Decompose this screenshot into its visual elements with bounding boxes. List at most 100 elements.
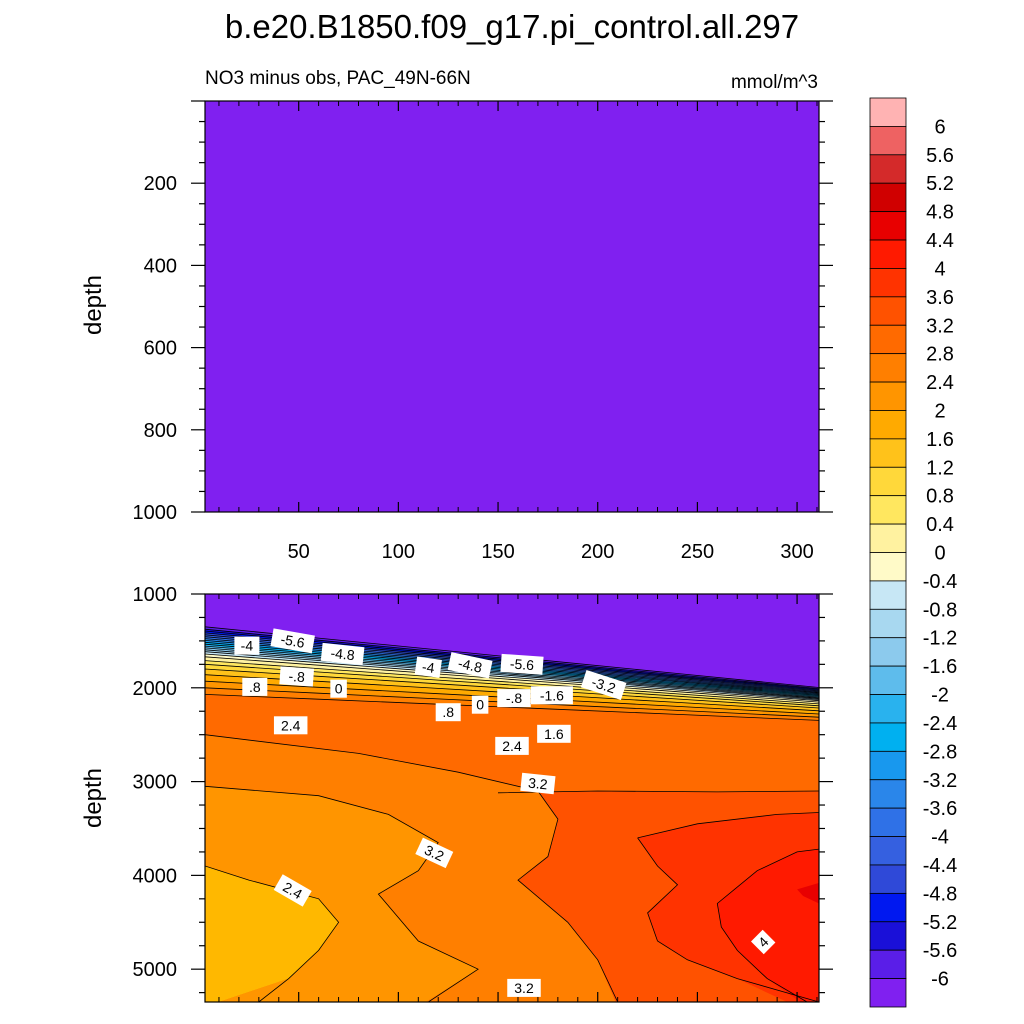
- colorbar-label: 2.4: [926, 372, 954, 394]
- contour-fills: [205, 626, 819, 1002]
- contour-label-text: -3.2: [590, 674, 618, 697]
- contour-label-bg: [242, 677, 268, 696]
- contour-label-text: 3.2: [514, 980, 534, 996]
- upper-ticks: [191, 100, 833, 513]
- y-tick-label: 400: [144, 255, 177, 277]
- colorbar-label: 0.4: [926, 514, 954, 536]
- contour-line: [205, 651, 819, 700]
- contour-label-text: -4.8: [457, 655, 484, 676]
- colorbar-label: 0.8: [926, 486, 954, 508]
- contour-label-text: 2.4: [281, 717, 301, 733]
- colorbar-box: [869, 750, 907, 781]
- contour-label-text: -1.6: [540, 687, 564, 703]
- colorbar-label: -4.8: [923, 883, 957, 905]
- contour-labels: -4 -5.6 -4.8 -4 -4.8 -5.6 -3.2 .8 -.8 0 .8 0 -.8 -1.6…: [234, 628, 776, 997]
- x-tick-label: 250: [681, 541, 714, 563]
- contour-label-bg: [273, 874, 312, 907]
- y-tick-label: 4000: [133, 865, 178, 887]
- contour-label: -1.6: [530, 686, 573, 705]
- contour-label-bg: [507, 978, 541, 997]
- contour-band: [205, 734, 616, 1002]
- colorbar-box: [869, 410, 907, 440]
- colorbar-box: [869, 182, 907, 213]
- colorbar-box: [869, 892, 907, 923]
- contour-label: 0: [471, 695, 489, 714]
- lower-ticks: [191, 593, 833, 1002]
- contour-label: -4: [414, 656, 442, 678]
- units-label: mmol/m^3: [731, 72, 818, 93]
- contour-line: [205, 656, 819, 703]
- contour-line: [205, 785, 479, 1002]
- contour-line: [205, 647, 819, 699]
- contour-line: [205, 649, 819, 700]
- contour-label: -4: [234, 636, 260, 655]
- colorbar-label: 2: [934, 400, 945, 422]
- y-tick-label: 800: [144, 420, 177, 442]
- x-tick-label: 100: [382, 541, 415, 563]
- colorbar-box: [869, 665, 907, 695]
- contour-line: [205, 653, 819, 702]
- contour-label-text: -5.6: [509, 655, 534, 673]
- contour-label-text: .8: [442, 704, 454, 720]
- colorbar-label: -2: [931, 685, 949, 707]
- lower-y-axis-label: depth: [80, 768, 107, 828]
- y-tick-label: 3000: [133, 772, 178, 794]
- contour-band: [717, 849, 819, 1002]
- colorbar-box: [869, 978, 907, 1008]
- contour-label: -4.8: [320, 642, 365, 666]
- y-tick-label: 1000: [133, 502, 178, 524]
- contour-line: [637, 837, 819, 1002]
- colorbar: 6 5.6 5.2 4.8 4.4 4 3.6 3.2 2.8 2.4 2 1.6 1.2 0.8 0.4 0…: [869, 97, 957, 1008]
- colorbar-box: [869, 296, 907, 326]
- y-tick-label: 5000: [133, 959, 178, 981]
- contour-label-bg: [751, 929, 776, 955]
- contour-label-text: -4.8: [330, 645, 356, 663]
- colorbar-label: 3.6: [926, 287, 954, 309]
- contour-label-text: 3.2: [422, 842, 447, 865]
- colorbar-box: [869, 438, 907, 468]
- contour-label-text: -4: [241, 638, 254, 654]
- upper-x-tick-labels: 50 100 150 200 250 300: [288, 541, 814, 563]
- colorbar-label: 0: [934, 543, 945, 565]
- contour-label-text: 3.2: [527, 775, 548, 793]
- colorbar-box: [869, 268, 907, 298]
- contour-line: [716, 848, 819, 1002]
- contour-label: -4.8: [447, 652, 493, 679]
- colorbar-box: [869, 722, 907, 752]
- contour-label-text: -.8: [506, 690, 523, 706]
- contour-band: [205, 664, 819, 708]
- colorbar-box: [869, 949, 907, 979]
- colorbar-label: -2.8: [923, 741, 957, 763]
- upper-fill-region: [205, 101, 819, 512]
- colorbar-box: [869, 381, 907, 411]
- colorbar-label: 3.2: [926, 315, 954, 337]
- contour-label-text: 2.4: [502, 738, 522, 754]
- contour-line: [205, 865, 340, 1002]
- chart-title: b.e20.B1850.f09_g17.pi_control.all.297: [225, 8, 799, 45]
- contour-label-text: -4: [421, 658, 436, 676]
- contour-label-bg: [495, 736, 529, 755]
- contour-label-bg: [447, 652, 493, 679]
- colorbar-label: 4.4: [926, 230, 954, 252]
- contour-line: [205, 645, 819, 698]
- upper-panel: 200 400 600 800 1000 50 100 150 200 250 300 depth: [80, 100, 833, 563]
- contour-label-bg: [330, 679, 347, 698]
- colorbar-box: [869, 239, 907, 269]
- contour-label: -5.6: [270, 628, 315, 654]
- colorbar-box: [869, 211, 907, 241]
- contour-line: [205, 660, 819, 705]
- contour-band: [205, 656, 819, 704]
- colorbar-box: [869, 523, 907, 553]
- colorbar-box: [869, 466, 907, 497]
- upper-y-tick-labels: 200 400 600 800 1000: [133, 173, 178, 524]
- contour-label: -.8: [497, 689, 531, 708]
- lower-frame: [204, 593, 820, 1003]
- colorbar-boxes: [869, 97, 907, 1008]
- colorbar-box: [869, 637, 907, 667]
- colorbar-label: 2.8: [926, 344, 954, 366]
- colorbar-box: [869, 324, 907, 355]
- contour-label: 0: [330, 679, 347, 698]
- colorbar-box: [869, 864, 907, 894]
- contour-label-bg: [580, 669, 627, 701]
